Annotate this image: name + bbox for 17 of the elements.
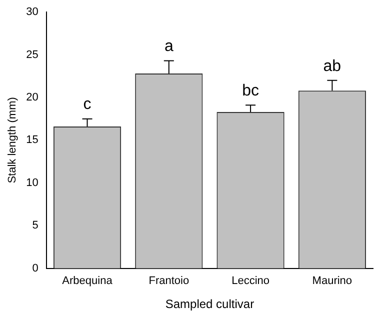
annotation: bc	[242, 82, 259, 100]
x-tick-label: Leccino	[232, 275, 270, 288]
annotation: ab	[323, 58, 342, 75]
x-tick-label: Arbequina	[62, 275, 114, 288]
annotation: a	[164, 38, 174, 56]
y-tick-label: 25	[26, 48, 38, 61]
y-tick-label: 30	[26, 6, 38, 18]
y-tick-label: 15	[26, 134, 38, 146]
x-tick-label: Frantoio	[148, 275, 190, 288]
y-tick-label: 20	[26, 92, 38, 104]
x-axis-title: Sampled cultivar	[165, 297, 254, 312]
x-tick-label: Maurino	[312, 275, 352, 288]
y-tick-label: 5	[32, 220, 38, 232]
y-tick-label: 10	[26, 176, 38, 189]
y-axis-title: Stalk length (mm)	[6, 97, 19, 184]
annotation: c	[83, 96, 92, 114]
y-tick-label: 0	[32, 262, 38, 274]
